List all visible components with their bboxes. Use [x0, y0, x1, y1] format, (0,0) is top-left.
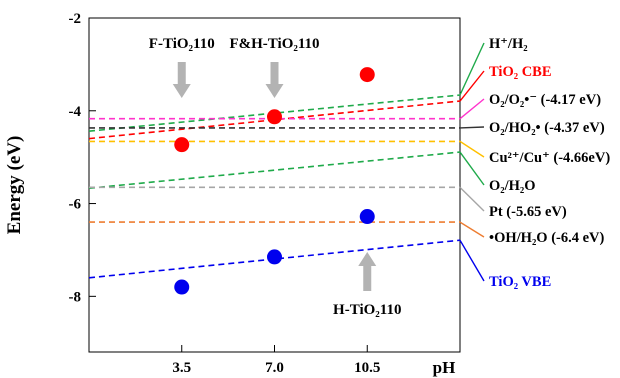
- legend-label-0: H⁺/H₂: [489, 36, 528, 52]
- legend-leader-6: [459, 186, 485, 212]
- legend-label-1: TiO₂ CBE: [489, 64, 552, 80]
- legend-label-3: O₂/HO₂• (-4.37 eV): [489, 120, 605, 136]
- legend-leader-3: [459, 126, 485, 129]
- legend-leader-1: [459, 70, 485, 102]
- legend-leader-0: [459, 42, 485, 96]
- legend-label-7: •OH/H₂O (-6.4 eV): [489, 230, 605, 246]
- reference-line-5: [88, 151, 461, 190]
- y-axis-label: Energy (eV): [4, 136, 25, 235]
- legend-leader-5: [459, 151, 485, 186]
- annotation-label-2: H-TiO₂110: [333, 302, 401, 318]
- legend-label-8: TiO₂ VBE: [489, 274, 551, 290]
- legend-label-5: O₂/H₂O: [489, 178, 536, 194]
- x-tick-label-0: 3.5: [172, 360, 191, 376]
- y-tick-label-2: -6: [69, 197, 82, 213]
- data-point-series1-0: [174, 279, 190, 295]
- up-arrow-icon: [358, 252, 377, 291]
- x-tick-label-1: 7.0: [265, 360, 284, 376]
- down-arrow-icon: [172, 62, 191, 98]
- legend-leader-4: [459, 140, 485, 158]
- legend-leader-7: [459, 221, 485, 238]
- legend-label-6: Pt (-5.65 eV): [489, 204, 567, 220]
- data-point-series0-0: [174, 137, 190, 153]
- reference-line-1: [88, 100, 461, 140]
- reference-line-8: [88, 239, 461, 279]
- y-tick-label-0: -2: [69, 11, 82, 27]
- data-point-series0-2: [359, 67, 375, 83]
- data-point-series1-1: [267, 249, 282, 265]
- down-arrow-icon: [265, 62, 284, 98]
- data-point-series0-1: [267, 109, 282, 125]
- data-point-series1-2: [359, 209, 375, 225]
- legend-leader-2: [459, 98, 485, 120]
- y-tick-label-3: -8: [69, 289, 82, 305]
- x-tick-label-2: 10.5: [354, 360, 380, 376]
- annotation-label-1: F&H-TiO₂110: [229, 36, 319, 52]
- y-tick-label-1: -4: [69, 104, 82, 120]
- legend-label-4: Cu²⁺/Cu⁺ (-4.66eV): [489, 150, 610, 166]
- annotation-label-0: F-TiO₂110: [149, 36, 215, 52]
- legend-label-2: O₂/O₂•⁻ (-4.17 eV): [489, 92, 601, 108]
- legend-leader-8: [459, 239, 485, 282]
- reference-line-0: [88, 94, 461, 132]
- x-axis-label: pH: [433, 358, 456, 377]
